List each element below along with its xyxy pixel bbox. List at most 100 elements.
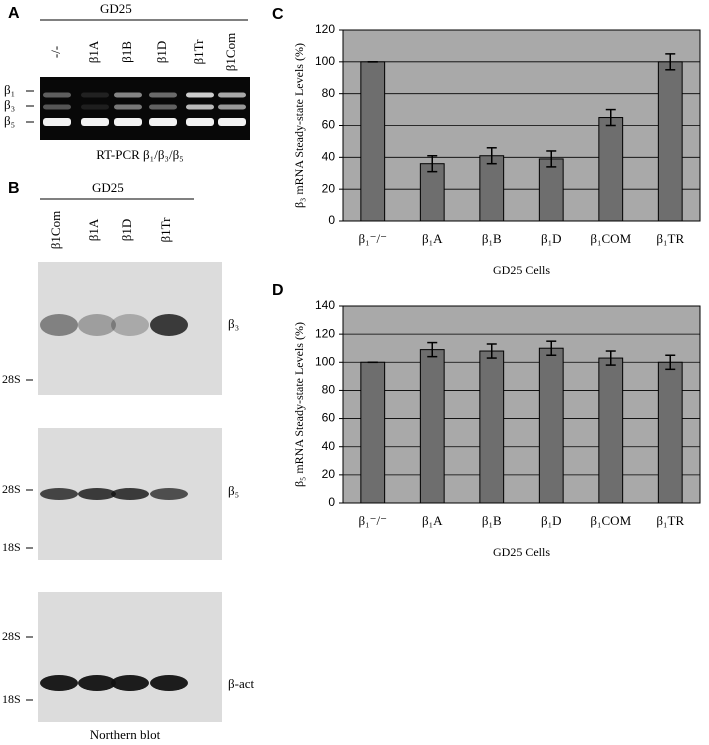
error-bar bbox=[605, 108, 616, 127]
gel-band bbox=[114, 104, 142, 110]
error-bar bbox=[486, 343, 497, 359]
bar bbox=[538, 158, 564, 222]
gel-band bbox=[81, 104, 109, 110]
blot-band bbox=[111, 314, 149, 336]
gel-band bbox=[149, 104, 177, 110]
bar bbox=[479, 350, 505, 504]
band-label: β₁ bbox=[4, 82, 15, 97]
x-tick-label: β₁D bbox=[541, 513, 562, 528]
blot-image bbox=[38, 592, 222, 722]
lane-label: β1B bbox=[119, 41, 134, 63]
y-tick-label: 100 bbox=[315, 54, 335, 68]
panel-letter: C bbox=[272, 6, 284, 23]
lane-label: β1Tr bbox=[191, 39, 206, 65]
error-bar bbox=[665, 53, 676, 71]
y-tick-label: 120 bbox=[315, 326, 335, 340]
x-tick-label: β₁⁻/⁻ bbox=[359, 513, 387, 528]
blot-label: β-act bbox=[228, 676, 254, 691]
error-bar bbox=[427, 154, 438, 173]
blot-band bbox=[78, 675, 116, 691]
gel-band bbox=[218, 104, 246, 110]
blot-band bbox=[78, 314, 116, 336]
lane-label: β1A bbox=[86, 40, 101, 63]
y-tick-label: 140 bbox=[315, 298, 335, 312]
blot-band bbox=[40, 488, 78, 500]
gel-image bbox=[40, 77, 250, 140]
y-tick-label: 80 bbox=[322, 86, 336, 100]
x-tick-label: β₁A bbox=[422, 513, 443, 528]
gel-band bbox=[43, 118, 71, 126]
lane-label: β1Com bbox=[223, 33, 238, 71]
blot-band bbox=[78, 488, 116, 500]
gel-band bbox=[43, 92, 71, 98]
band-label: β₅ bbox=[4, 113, 15, 128]
bar bbox=[479, 155, 505, 222]
lane-label: β1Tr bbox=[158, 217, 173, 243]
gel-band bbox=[186, 118, 214, 126]
bar bbox=[657, 61, 683, 222]
error-bar bbox=[486, 147, 497, 165]
y-tick-label: 40 bbox=[322, 439, 336, 453]
gel-band bbox=[149, 92, 177, 98]
bar bbox=[360, 361, 386, 504]
y-tick-label: 100 bbox=[315, 354, 335, 368]
blot-band bbox=[40, 675, 78, 691]
gel-band bbox=[149, 118, 177, 126]
bar bbox=[598, 117, 624, 222]
y-tick-label: 80 bbox=[322, 383, 336, 397]
bar bbox=[360, 61, 386, 222]
gel-band bbox=[218, 92, 246, 98]
x-tick-label: β₁TR bbox=[656, 231, 684, 246]
gel-band bbox=[81, 92, 109, 98]
x-tick-label: β₁⁻/⁻ bbox=[359, 231, 387, 246]
panel-letter: D bbox=[272, 282, 284, 299]
gel-band bbox=[186, 104, 214, 110]
y-tick-label: 60 bbox=[322, 118, 336, 132]
x-tick-label: β₁COM bbox=[590, 231, 631, 246]
x-tick-label: β₁A bbox=[422, 231, 443, 246]
y-tick-label: 40 bbox=[322, 150, 336, 164]
gel-header: GD25 bbox=[100, 1, 132, 16]
blot-band bbox=[150, 675, 188, 691]
bar bbox=[538, 347, 564, 504]
gel-band bbox=[114, 92, 142, 98]
lane-label: β1D bbox=[154, 41, 169, 64]
blot-band bbox=[150, 488, 188, 500]
lane-label: β1D bbox=[119, 219, 134, 242]
gel-band bbox=[186, 92, 214, 98]
gel-caption: RT-PCR β₁/β₃/β₅ bbox=[96, 147, 183, 162]
x-tick-label: β₁D bbox=[541, 231, 562, 246]
y-tick-label: 0 bbox=[328, 495, 335, 509]
y-axis-label: β₅ mRNA Steady-state Levels (%) bbox=[292, 322, 306, 487]
blot-label: β₃ bbox=[228, 316, 239, 331]
gel-band bbox=[81, 118, 109, 126]
bar bbox=[657, 361, 683, 504]
gel-band bbox=[218, 118, 246, 126]
bar bbox=[419, 349, 445, 504]
blot-band bbox=[111, 675, 149, 691]
blot-label: β₅ bbox=[228, 483, 239, 498]
size-marker: 18S bbox=[2, 540, 21, 554]
size-marker: 28S bbox=[2, 629, 21, 643]
bar bbox=[598, 357, 624, 504]
x-tick-label: β₁B bbox=[482, 231, 502, 246]
lane-label: β1A bbox=[86, 218, 101, 241]
error-bar bbox=[546, 340, 557, 356]
y-tick-label: 60 bbox=[322, 411, 336, 425]
size-marker: 28S bbox=[2, 372, 21, 386]
y-axis-label: β₃ mRNA Steady-state Levels (%) bbox=[292, 43, 306, 208]
y-tick-label: 0 bbox=[328, 213, 335, 227]
blot-band bbox=[150, 314, 188, 336]
size-marker: 18S bbox=[2, 692, 21, 706]
gel-band bbox=[43, 104, 71, 110]
error-bar bbox=[665, 354, 676, 371]
blot-band bbox=[111, 488, 149, 500]
blot-band bbox=[40, 314, 78, 336]
x-tick-label: β₁B bbox=[482, 513, 502, 528]
size-marker: 28S bbox=[2, 482, 21, 496]
lane-label: β1Com bbox=[48, 211, 63, 249]
y-tick-label: 120 bbox=[315, 22, 335, 36]
y-tick-label: 20 bbox=[322, 467, 336, 481]
